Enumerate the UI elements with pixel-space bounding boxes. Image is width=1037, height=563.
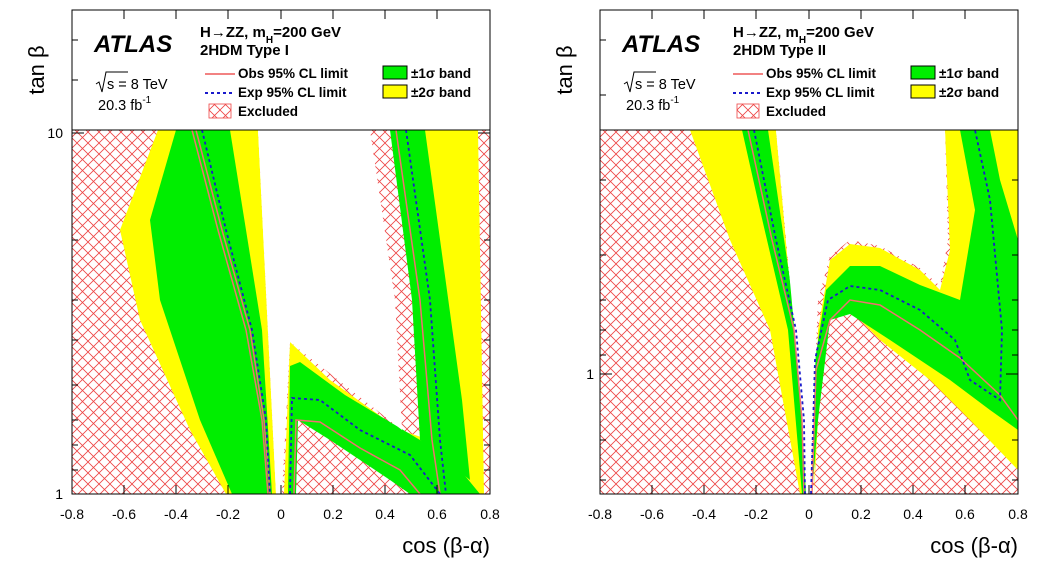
exp-limit-right [289, 397, 441, 494]
legend-obs-label: Obs 95% CL limit [766, 66, 877, 81]
legend-exp-label: Exp 95% CL limit [238, 85, 347, 100]
hatch-bottom-mid [296, 420, 410, 494]
legend-excluded-label: Excluded [766, 104, 826, 119]
model-label: 2HDM Type II [733, 42, 826, 59]
exp-limit-right [810, 130, 1003, 494]
lumi-label: 20.3 fb-1 [626, 95, 680, 114]
x-tick-label: -0.2 [744, 506, 768, 522]
y-tick-label-10: 10 [47, 125, 63, 141]
x-tick-label: 0 [805, 506, 813, 522]
svg-text:s = 8 TeV: s = 8 TeV [635, 77, 696, 93]
process-label: H→ZZ, mH=200 GeV [200, 24, 341, 46]
x-tick-label: -0.2 [216, 506, 240, 522]
lumi-label: 20.3 fb-1 [98, 95, 152, 114]
legend-band1-label: ±1σ band [411, 66, 471, 81]
x-tick-label: -0.6 [112, 506, 136, 522]
x-tick-label: 0.2 [323, 506, 343, 522]
legend-band1-label: ±1σ band [939, 66, 999, 81]
process-label: H→ZZ, mH=200 GeV [733, 24, 874, 46]
legend-band2-label: ±2σ band [411, 85, 471, 100]
svg-text:s = 8 TeV: s = 8 TeV [107, 77, 168, 93]
x-tick-label: 0.6 [955, 506, 975, 522]
legend: Obs 95% CL limit Exp 95% CL limit Exclud… [205, 65, 471, 119]
energy-label: s = 8 TeV [623, 71, 696, 93]
x-tick-label: 0.8 [480, 506, 500, 522]
legend-band2-swatch [382, 84, 408, 99]
legend: Obs 95% CL limit Exp 95% CL limit Exclud… [733, 65, 999, 119]
atlas-label: ATLAS [93, 31, 172, 58]
band-1sigma-left [150, 130, 272, 494]
legend-excluded-swatch [736, 103, 760, 119]
x-axis-title: cos (β-α) [402, 533, 490, 558]
legend-obs-label: Obs 95% CL limit [238, 66, 349, 81]
obs-limit-right [293, 419, 421, 494]
x-tick-label: 0.2 [851, 506, 871, 522]
panel-type-1: -0.8 -0.6 -0.4 -0.2 0 0.2 0.4 0.6 0.8 10… [24, 9, 500, 558]
band-1sigma-right [812, 130, 1018, 494]
y-axis-title: tan β [552, 45, 577, 94]
allowed-region [776, 130, 948, 494]
x-tick-label: 0 [277, 506, 285, 522]
atlas-label: ATLAS [621, 31, 700, 58]
x-ticks [72, 10, 490, 494]
legend-exp-label: Exp 95% CL limit [766, 85, 875, 100]
legend-excluded-label: Excluded [238, 104, 298, 119]
obs-limit-left [191, 130, 269, 494]
x-tick-labels: -0.8 -0.6 -0.4 -0.2 0 0.2 0.4 0.6 0.8 [60, 506, 500, 522]
legend-band2-swatch [910, 84, 936, 99]
legend-band2-label: ±2σ band [939, 85, 999, 100]
x-tick-label: -0.4 [164, 506, 188, 522]
x-tick-label: 0.6 [427, 506, 447, 522]
x-ticks [600, 10, 1018, 494]
model-label: 2HDM Type I [200, 42, 289, 59]
exp-limit-left [201, 130, 271, 494]
legend-excluded-swatch [208, 103, 232, 119]
exp-limit-left [753, 130, 806, 494]
y-axis-title: tan β [24, 45, 49, 94]
x-tick-label: -0.8 [588, 506, 612, 522]
y-tick-label-1: 1 [55, 486, 63, 502]
obs-limit-right-upper [395, 130, 441, 494]
x-tick-label: 0.8 [1008, 506, 1028, 522]
hatch-bottom-right [478, 130, 490, 494]
x-tick-label: -0.6 [640, 506, 664, 522]
allowed-region [258, 130, 402, 494]
legend-band1-swatch [382, 65, 408, 80]
obs-limit-left [747, 130, 805, 494]
x-tick-label: 0.4 [375, 506, 395, 522]
y-tick-label-1: 1 [586, 366, 594, 382]
x-axis-title: cos (β-α) [930, 533, 1018, 558]
panel-type-2: -0.8 -0.6 -0.4 -0.2 0 0.2 0.4 0.6 0.8 1 … [552, 9, 1028, 558]
x-tick-labels: -0.8 -0.6 -0.4 -0.2 0 0.2 0.4 0.6 0.8 [588, 506, 1028, 522]
exp-limit-right-upper [405, 130, 447, 494]
x-tick-label: -0.8 [60, 506, 84, 522]
obs-limit-left2 [195, 130, 271, 494]
x-tick-label: 0.4 [903, 506, 923, 522]
x-tick-label: -0.4 [692, 506, 716, 522]
energy-label: s = 8 TeV [95, 71, 168, 93]
legend-band1-swatch [910, 65, 936, 80]
obs-limit-right [811, 299, 1018, 494]
